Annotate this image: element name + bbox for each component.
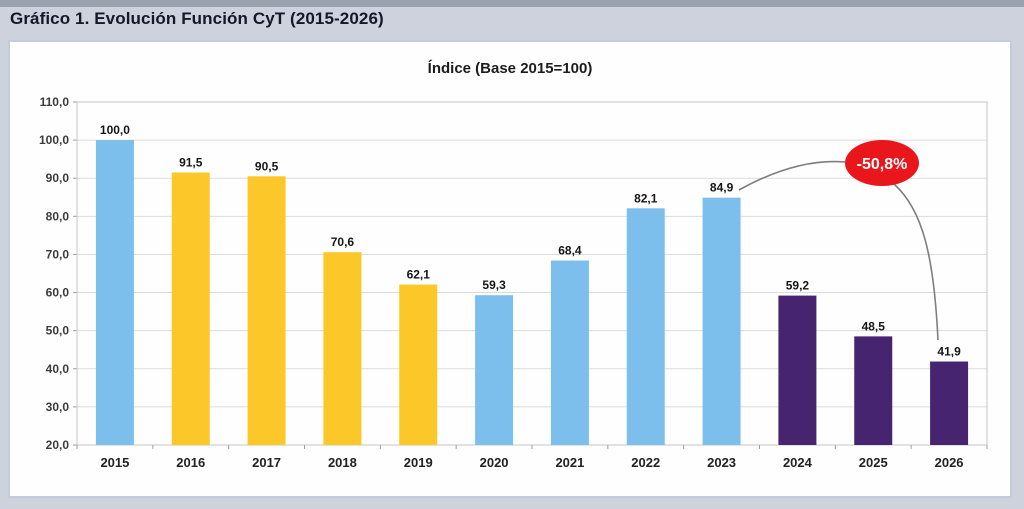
bar-2021	[550, 260, 589, 445]
bar-value-2016: 91,5	[179, 156, 203, 170]
x-tick-label-2016: 2016	[176, 455, 205, 470]
y-tick-label: 100,0	[39, 133, 69, 147]
y-tick-label: 80,0	[46, 209, 70, 223]
x-tick-label-2015: 2015	[100, 455, 129, 470]
chart-title: Índice (Base 2015=100)	[427, 60, 593, 77]
bar-value-2022: 82,1	[634, 191, 658, 205]
chart-panel: Índice (Base 2015=100) 110,0 100,0 90,0 80,…	[8, 40, 1012, 498]
bar-2022	[626, 208, 665, 445]
bar-2023	[702, 197, 741, 445]
annotation-label: -50,8%	[857, 156, 908, 173]
y-tick-label: 70,0	[46, 247, 70, 261]
y-tick-label: 40,0	[46, 362, 70, 376]
x-tick-label-2023: 2023	[707, 455, 736, 470]
x-tick-label-2020: 2020	[480, 455, 509, 470]
annotation-bubble	[845, 140, 919, 186]
bar-value-2019: 62,1	[407, 268, 431, 282]
bar-2016	[171, 172, 210, 445]
x-tick-label-2018: 2018	[328, 455, 357, 470]
bar-value-2025: 48,5	[862, 319, 886, 333]
bar-value-2018: 70,6	[331, 235, 355, 249]
bar-value-2024: 59,2	[786, 279, 810, 293]
y-tick-label: 20,0	[46, 438, 70, 452]
bar-2020	[475, 295, 514, 445]
bar-value-2017: 90,5	[255, 159, 279, 173]
x-tick-label-2026: 2026	[935, 455, 964, 470]
top-strip	[0, 0, 1024, 7]
y-tick-label: 60,0	[46, 286, 70, 300]
y-tick-label: 110,0	[40, 95, 70, 109]
bar-2026	[930, 361, 969, 445]
bar-value-2026: 41,9	[937, 345, 961, 359]
x-tick-label-2022: 2022	[631, 455, 660, 470]
bar-value-2020: 59,3	[482, 278, 506, 292]
bar-value-2015: 100,0	[100, 123, 130, 137]
bar-2018	[323, 252, 362, 445]
bar-value-2021: 68,4	[558, 244, 582, 258]
x-tick-label-2021: 2021	[555, 455, 584, 470]
y-tick-label: 90,0	[46, 171, 70, 185]
x-tick-label-2019: 2019	[404, 455, 433, 470]
x-tick-label-2017: 2017	[252, 455, 281, 470]
bar-2024	[778, 295, 817, 445]
bar-2015	[95, 140, 134, 445]
x-tick-label-2024: 2024	[783, 455, 813, 470]
annotation-connector-left	[738, 160, 846, 191]
bar-value-2023: 84,9	[710, 181, 734, 195]
y-tick-label: 30,0	[46, 400, 70, 414]
page-title: Gráfico 1. Evolución Función CyT (2015-2…	[10, 9, 384, 28]
bar-chart: 110,0 100,0 90,0 80,0 70,0 60,0 50,0 40,0 30,0 20…	[39, 95, 988, 470]
bar-2019	[399, 284, 438, 445]
bar-2017	[247, 176, 286, 446]
x-tick-label-2025: 2025	[859, 455, 888, 470]
annotation-connector-right	[893, 183, 939, 341]
bar-2025	[854, 336, 893, 445]
y-tick-label: 50,0	[46, 324, 70, 338]
